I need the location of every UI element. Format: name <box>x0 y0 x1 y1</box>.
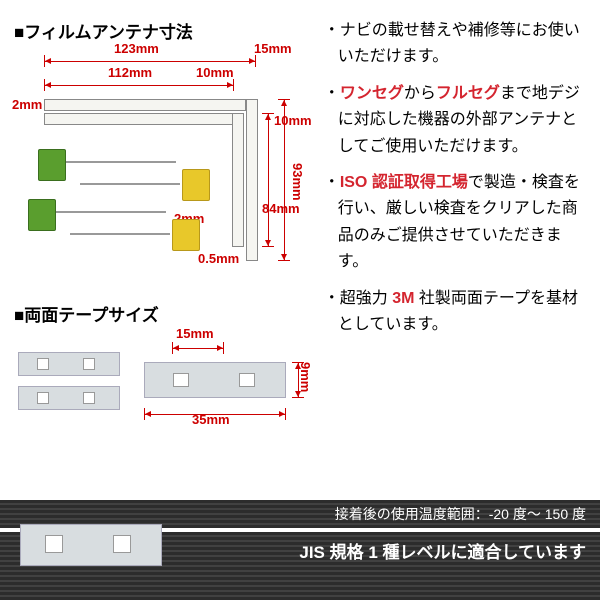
tape-dim-35: 35mm <box>192 412 230 427</box>
dim-2l: 2mm <box>12 97 42 112</box>
bullet-4: ・超強力 3M 社製両面テープを基材としています。 <box>324 286 586 339</box>
dim-93: 93mm <box>290 163 305 201</box>
dim-10a: 10mm <box>196 65 234 80</box>
dim-15: 15mm <box>254 41 292 56</box>
footer-temp-range: 接着後の使用温度範囲：-20 度～ 150 度 <box>335 504 586 524</box>
dim-05: 0.5mm <box>198 251 239 266</box>
bullet-3: ・ISO 認証取得工場で製造・検査を行い、厳しい検査をクリアした商品のみご提供さ… <box>324 170 586 276</box>
tape-sample-bottom <box>20 524 162 566</box>
footer-jis: JIS 規格 1 種レベルに適合しています <box>299 538 586 563</box>
connector-yellow-2 <box>172 219 200 251</box>
section-title-tape: ■両面テープサイズ <box>14 301 322 326</box>
dim-84: 84mm <box>262 201 300 216</box>
bullet-1: ・ナビの載せ替えや補修等にお使いいただけます。 <box>324 18 586 71</box>
dim-112: 112mm <box>108 65 152 80</box>
tape-dim-15: 15mm <box>176 326 214 341</box>
bullet-2: ・ワンセグからフルセグまで地デジに対応した機器の外部アンテナとしてご使用いただけ… <box>324 81 586 160</box>
dim-123: 123mm <box>114 41 159 56</box>
connector-yellow-1 <box>182 169 210 201</box>
dim-10r: 10mm <box>274 113 312 128</box>
connector-green-2 <box>28 199 56 231</box>
tape-dim-9: 9mm <box>298 362 313 392</box>
antenna-diagram: 123mm 112mm 15mm 10mm 2mm 93mm 84mm 10mm… <box>14 51 304 301</box>
connector-green-1 <box>38 149 66 181</box>
section-title-antenna: ■フィルムアンテナ寸法 <box>14 18 322 43</box>
tape-diagram: 15mm 35mm 9mm <box>14 334 304 454</box>
footer-band: 接着後の使用温度範囲：-20 度～ 150 度 JIS 規格 1 種レベルに適合… <box>0 500 600 600</box>
